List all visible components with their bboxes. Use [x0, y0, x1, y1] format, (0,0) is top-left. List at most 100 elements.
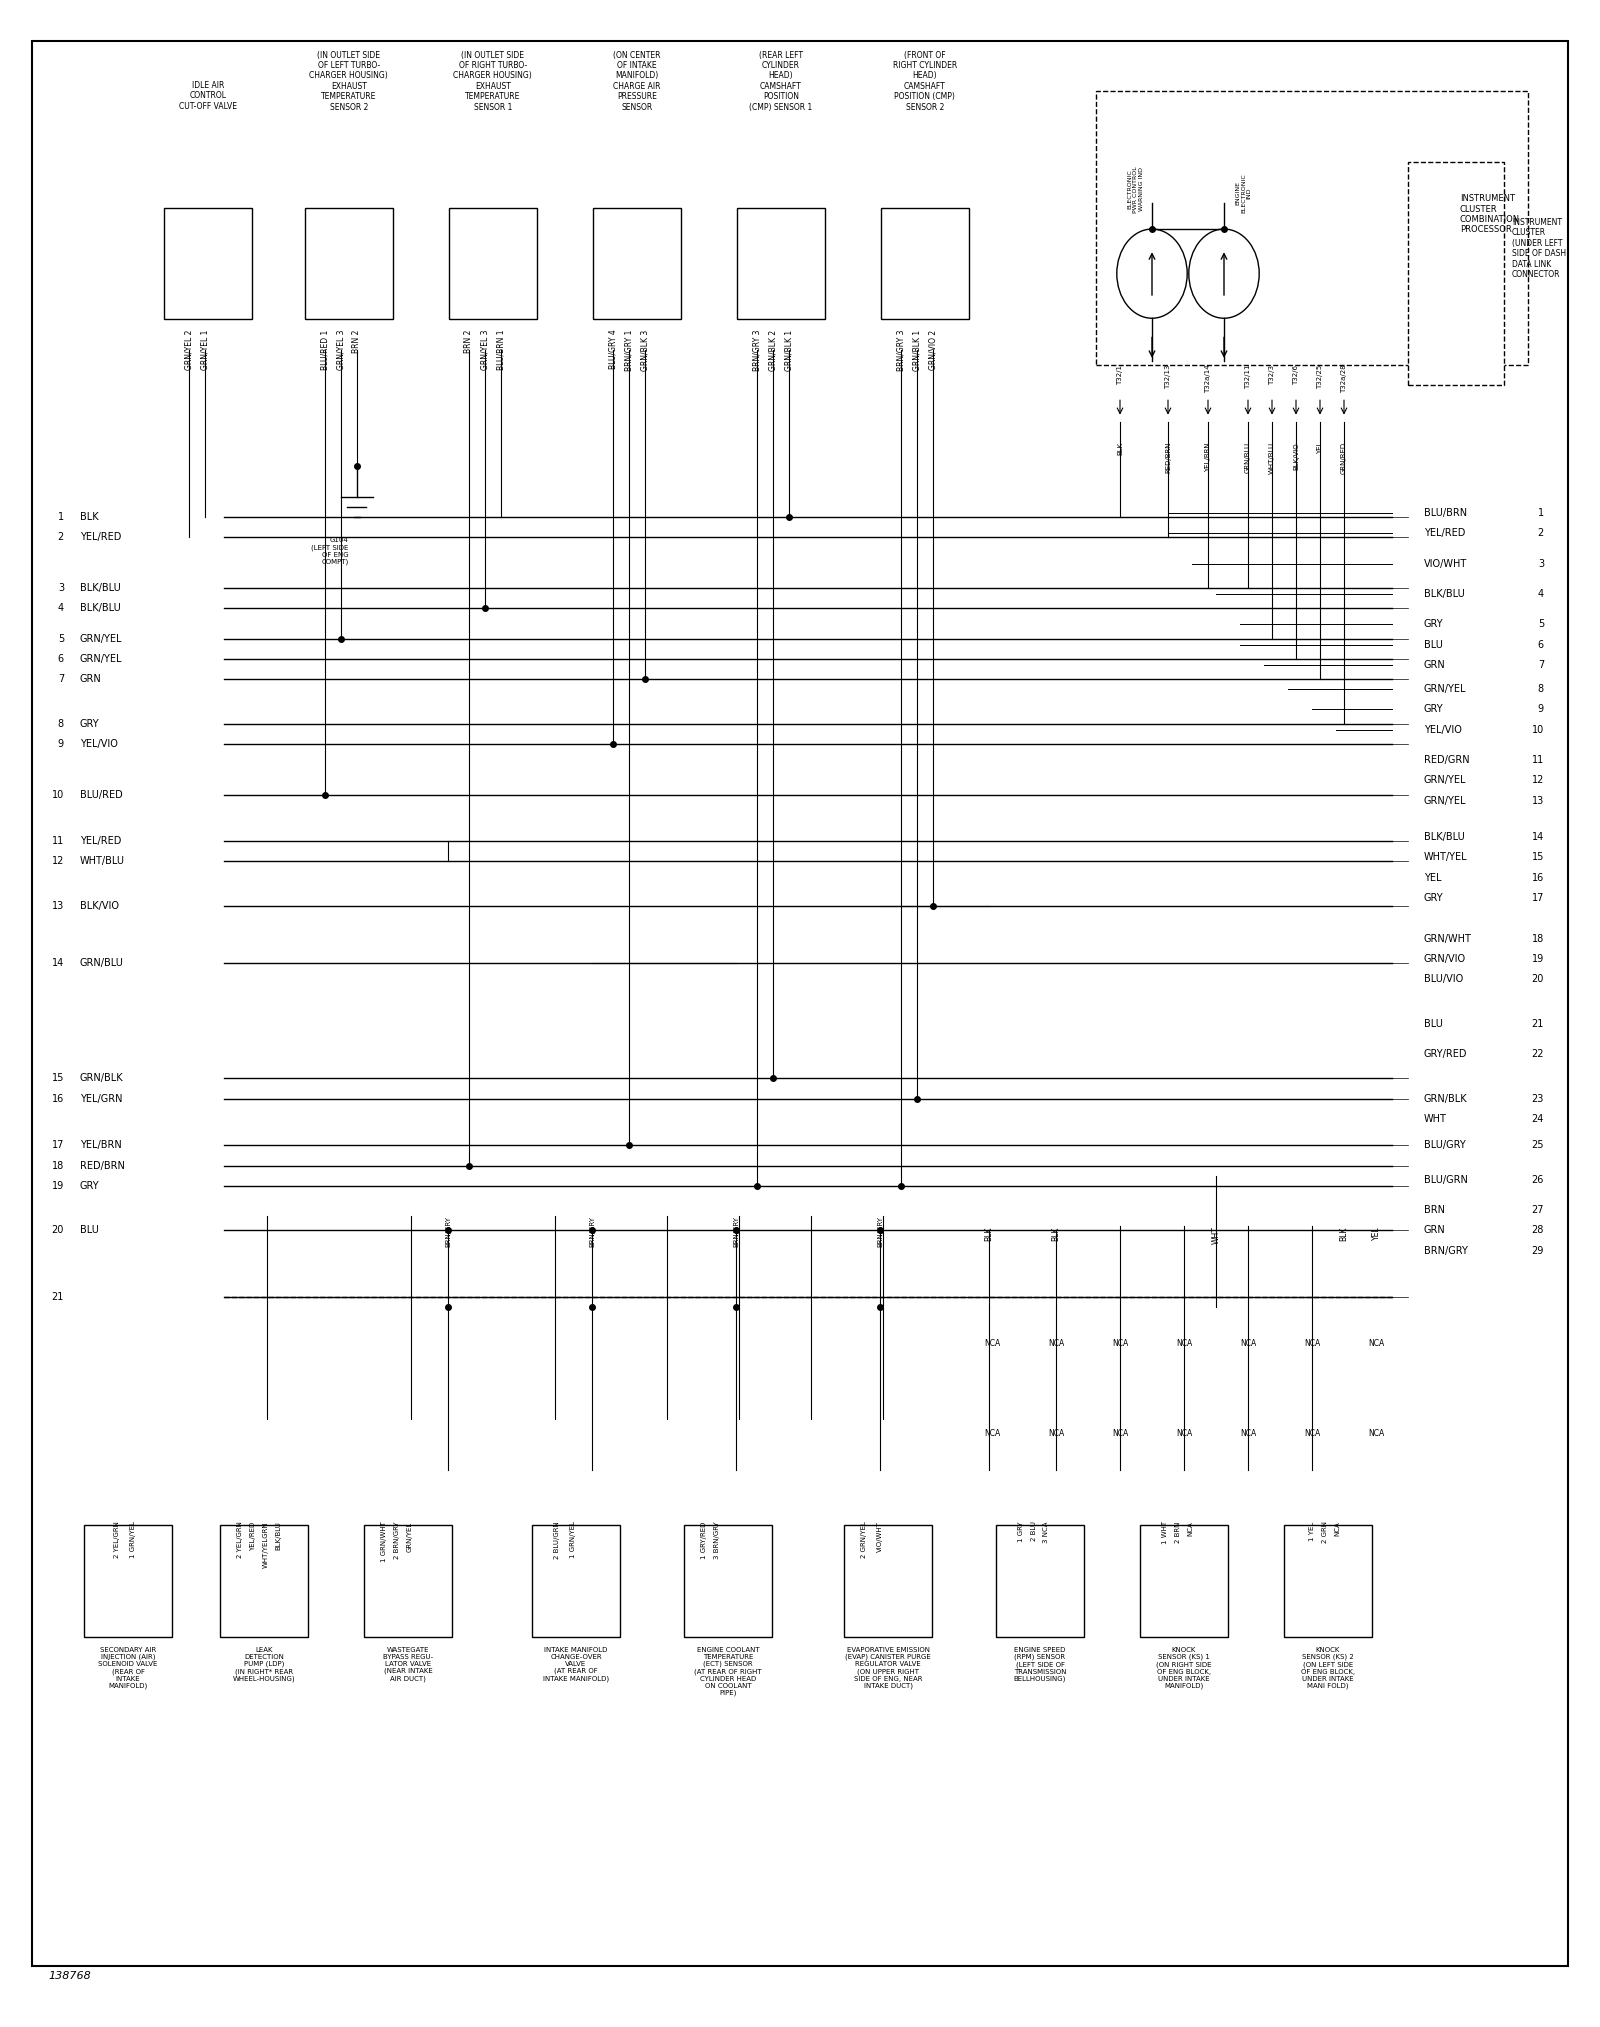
Bar: [531, 1524, 619, 1638]
Text: 1: 1: [58, 513, 64, 521]
Text: GRN/YEL 3: GRN/YEL 3: [336, 328, 346, 369]
Text: 7: 7: [58, 675, 64, 683]
Text: NCA: NCA: [1112, 1429, 1128, 1437]
Text: 4: 4: [58, 604, 64, 612]
Text: T32/1: T32/1: [1117, 365, 1123, 385]
Text: RED/BRN: RED/BRN: [80, 1161, 125, 1170]
Text: GRN/BLK: GRN/BLK: [1424, 1095, 1467, 1103]
Text: BRN/GRY: BRN/GRY: [445, 1216, 451, 1247]
Text: BRN/GRY 1: BRN/GRY 1: [624, 328, 634, 371]
Text: LEAK
DETECTION
PUMP (LDP)
(IN RIGHT* REAR
WHEEL-HOUSING): LEAK DETECTION PUMP (LDP) (IN RIGHT* REA…: [232, 1646, 296, 1682]
Text: BRN: BRN: [1424, 1206, 1445, 1214]
Text: GRN/WHT: GRN/WHT: [1424, 934, 1472, 943]
Text: 21: 21: [1531, 1020, 1544, 1028]
Text: VIO/WHT: VIO/WHT: [877, 1520, 883, 1553]
Bar: [736, 207, 826, 318]
Text: NCA: NCA: [984, 1429, 1000, 1437]
Text: 14: 14: [51, 959, 64, 967]
Text: GRN/YEL: GRN/YEL: [80, 634, 123, 643]
Text: 2: 2: [58, 533, 64, 541]
Text: 1 GRY/RED: 1 GRY/RED: [701, 1520, 707, 1559]
Text: BLK/BLU: BLK/BLU: [80, 604, 120, 612]
Text: 10: 10: [51, 791, 64, 799]
Text: 25: 25: [1531, 1141, 1544, 1149]
Text: 26: 26: [1531, 1176, 1544, 1184]
Bar: [448, 207, 536, 318]
Text: ENGINE COOLANT
TEMPERATURE
(ECT) SENSOR
(AT REAR OF RIGHT
CYLINDER HEAD
ON COOLA: ENGINE COOLANT TEMPERATURE (ECT) SENSOR …: [694, 1646, 762, 1697]
Text: 11: 11: [1531, 756, 1544, 764]
Text: BLK/BLU: BLK/BLU: [1424, 833, 1464, 841]
Text: 2 YEL/GRN: 2 YEL/GRN: [237, 1520, 243, 1559]
Text: (ON CENTER
OF INTAKE
MANIFOLD)
CHARGE AIR
PRESSURE
SENSOR: (ON CENTER OF INTAKE MANIFOLD) CHARGE AI…: [613, 51, 661, 111]
Text: GRN/YEL: GRN/YEL: [406, 1520, 413, 1551]
Text: BRN/GRY 3: BRN/GRY 3: [896, 328, 906, 371]
Text: GRN: GRN: [80, 675, 102, 683]
Text: 16: 16: [51, 1095, 64, 1103]
Text: 22: 22: [1531, 1050, 1544, 1058]
Text: BLK/BLU: BLK/BLU: [275, 1520, 282, 1551]
Text: BLU/RED 1: BLU/RED 1: [320, 328, 330, 369]
Text: 8: 8: [58, 720, 64, 728]
Text: 3: 3: [1538, 559, 1544, 568]
Text: KNOCK
SENSOR (KS) 1
(ON RIGHT SIDE
OF ENG BLOCK,
UNDER INTAKE
MANIFOLD): KNOCK SENSOR (KS) 1 (ON RIGHT SIDE OF EN…: [1157, 1646, 1211, 1688]
Text: BRN/GRY: BRN/GRY: [877, 1216, 883, 1247]
Text: YEL/RED: YEL/RED: [1424, 529, 1466, 537]
Text: INTAKE MANIFOLD
CHANGE-OVER
VALVE
(AT REAR OF
INTAKE MANIFOLD): INTAKE MANIFOLD CHANGE-OVER VALVE (AT RE…: [542, 1646, 610, 1682]
Text: WHT: WHT: [1211, 1226, 1221, 1245]
Text: BLK: BLK: [1339, 1226, 1349, 1241]
Text: WHT/YELGRN: WHT/YELGRN: [262, 1520, 269, 1569]
Text: YEL/RED: YEL/RED: [80, 533, 122, 541]
Text: NCA: NCA: [1048, 1429, 1064, 1437]
Text: 1 YEL: 1 YEL: [1309, 1520, 1315, 1541]
Text: RED/GRN: RED/GRN: [1424, 756, 1470, 764]
Text: 4: 4: [1538, 590, 1544, 598]
Text: 6: 6: [58, 655, 64, 663]
Text: 2 BRN/GRY: 2 BRN/GRY: [394, 1520, 400, 1559]
Bar: [995, 1524, 1085, 1638]
Text: GRY: GRY: [1424, 894, 1443, 902]
Bar: [365, 1524, 453, 1638]
Text: GRY: GRY: [1424, 620, 1443, 628]
Text: BLK/VIO: BLK/VIO: [80, 902, 118, 910]
Text: BRN/GRY 3: BRN/GRY 3: [752, 328, 762, 371]
Text: (REAR LEFT
CYLINDER
HEAD)
CAMSHAFT
POSITION
(CMP) SENSOR 1: (REAR LEFT CYLINDER HEAD) CAMSHAFT POSIT…: [749, 51, 813, 111]
Text: YEL: YEL: [1317, 442, 1323, 454]
Text: BLU: BLU: [1424, 1020, 1443, 1028]
Text: 3 NCA: 3 NCA: [1043, 1520, 1050, 1543]
Text: 18: 18: [51, 1161, 64, 1170]
Text: IDLE AIR
CONTROL
CUT-OFF VALVE: IDLE AIR CONTROL CUT-OFF VALVE: [179, 81, 237, 111]
Text: YEL/VIO: YEL/VIO: [80, 740, 118, 748]
Text: YEL/BRN: YEL/BRN: [80, 1141, 122, 1149]
Text: 9: 9: [1538, 705, 1544, 714]
Text: T32a/28: T32a/28: [1341, 365, 1347, 393]
Text: G104
(LEFT SIDE
OF ENG
COMPT): G104 (LEFT SIDE OF ENG COMPT): [312, 537, 349, 566]
Text: 29: 29: [1531, 1247, 1544, 1255]
Text: VIO/WHT: VIO/WHT: [1424, 559, 1467, 568]
Text: SECONDARY AIR
INJECTION (AIR)
SOLENOID VALVE
(REAR OF
INTAKE
MANIFOLD): SECONDARY AIR INJECTION (AIR) SOLENOID V…: [98, 1646, 158, 1688]
Text: 15: 15: [1531, 853, 1544, 861]
Bar: [165, 207, 253, 318]
Text: 1 GRN/WHT: 1 GRN/WHT: [381, 1520, 387, 1563]
Text: 12: 12: [1531, 776, 1544, 784]
Text: BRN/GRY: BRN/GRY: [733, 1216, 739, 1247]
Text: BLU/BRN 1: BLU/BRN 1: [496, 328, 506, 369]
Text: 12: 12: [51, 857, 64, 866]
Text: EVAPORATIVE EMISSION
(EVAP) CANISTER PURGE
REGULATOR VALVE
(ON UPPER RIGHT
SIDE : EVAPORATIVE EMISSION (EVAP) CANISTER PUR…: [845, 1646, 931, 1688]
Text: YEL/BRN: YEL/BRN: [1205, 442, 1211, 472]
Text: GRN/BLK 1: GRN/BLK 1: [912, 328, 922, 371]
Text: GRN: GRN: [1424, 661, 1446, 669]
Text: 13: 13: [1531, 797, 1544, 805]
Bar: [304, 207, 394, 318]
Text: 2 BRN: 2 BRN: [1174, 1520, 1181, 1543]
Text: NCA: NCA: [1112, 1340, 1128, 1348]
Text: YEL: YEL: [1424, 874, 1442, 882]
Text: 17: 17: [51, 1141, 64, 1149]
Text: (IN OUTLET SIDE
OF LEFT TURBO-
CHARGER HOUSING)
EXHAUST
TEMPERATURE
SENSOR 2: (IN OUTLET SIDE OF LEFT TURBO- CHARGER H…: [309, 51, 389, 111]
Text: GRN/YEL 1: GRN/YEL 1: [200, 328, 210, 369]
Text: BRN/GRY: BRN/GRY: [1424, 1247, 1467, 1255]
Text: ENGINE
ELECTRONIC
IND: ENGINE ELECTRONIC IND: [1235, 172, 1251, 213]
Text: 1 GRN/YEL: 1 GRN/YEL: [130, 1520, 136, 1559]
Text: 20: 20: [51, 1226, 64, 1234]
Bar: [880, 207, 970, 318]
Text: 27: 27: [1531, 1206, 1544, 1214]
